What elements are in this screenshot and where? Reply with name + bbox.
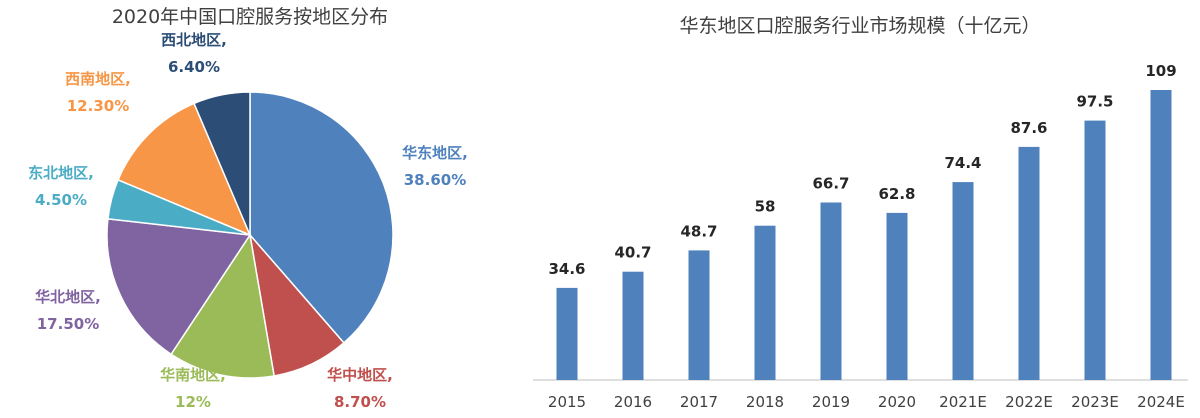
bar-value-label: 62.8 — [878, 185, 915, 203]
x-tick-label: 2024E — [1137, 393, 1185, 411]
pie-chart: 华东地区, 38.60% 华中地区, 8.70% 华南地区, 12% 华北地区, 17.50%… — [28, 31, 468, 411]
x-tick-label: 2017 — [680, 393, 718, 411]
pie-slice-value: 12% — [175, 393, 211, 411]
pie-slice — [193, 91, 251, 236]
pie-slice-label: 西南地区, — [65, 70, 131, 88]
pie-slice-label: 华中地区, — [327, 366, 393, 384]
pie-slice-label: 华南地区, — [160, 366, 226, 384]
pie-slice-label: 东北地区, — [28, 164, 94, 182]
x-tick-label: 2015 — [548, 393, 586, 411]
bar-value-label: 87.6 — [1010, 119, 1047, 137]
bar — [754, 225, 776, 380]
bar-chart-title: 华东地区口腔服务行业市场规模（十亿元） — [679, 15, 1040, 37]
bar-value-label: 109 — [1145, 62, 1176, 80]
x-tick-label: 2021E — [939, 393, 987, 411]
x-tick-label: 2022E — [1005, 393, 1053, 411]
bar — [1018, 146, 1040, 380]
pie-slice-value: 6.40% — [168, 58, 220, 76]
pie-slice — [106, 218, 252, 356]
bar — [820, 202, 842, 380]
bar-value-label: 48.7 — [680, 222, 717, 240]
bar-value-label: 58 — [755, 198, 776, 216]
bar — [1084, 120, 1106, 380]
pie-slice — [170, 233, 276, 379]
bar — [688, 250, 710, 380]
pie-slice-value: 12.30% — [67, 97, 129, 115]
x-tick-label: 2016 — [614, 393, 652, 411]
pie-slice — [249, 91, 394, 344]
pie-slice-label: 华东地区, — [402, 144, 468, 162]
pie-slice-label: 华北地区, — [35, 288, 101, 306]
pie-slice-value: 8.70% — [334, 393, 386, 411]
bar-value-label: 97.5 — [1076, 93, 1113, 111]
bar — [886, 212, 908, 380]
pie-slice-value: 17.50% — [37, 315, 99, 333]
pie-slice-value: 38.60% — [404, 171, 466, 189]
pie-slice-value: 4.50% — [35, 191, 87, 209]
x-tick-label: 2020 — [878, 393, 916, 411]
x-tick-label: 2018 — [746, 393, 784, 411]
bar-value-label: 34.6 — [548, 260, 585, 278]
bar-value-label: 66.7 — [812, 175, 849, 193]
bar-chart: 34.6 2015 40.7 2016 48.7 2017 58 2018 66.7 2019 62… — [533, 62, 1188, 411]
x-tick-label: 2019 — [812, 393, 850, 411]
bar-value-label: 40.7 — [614, 244, 651, 262]
bar — [622, 271, 644, 380]
bar-value-label: 74.4 — [944, 154, 981, 172]
pie-slice-label: 西北地区, — [161, 31, 227, 49]
bar — [556, 287, 578, 380]
pie-slice — [117, 102, 252, 237]
bar — [1150, 90, 1172, 380]
pie-chart-title: 2020年中国口腔服务按地区分布 — [112, 6, 388, 28]
bar — [952, 182, 974, 380]
x-tick-label: 2023E — [1071, 393, 1119, 411]
